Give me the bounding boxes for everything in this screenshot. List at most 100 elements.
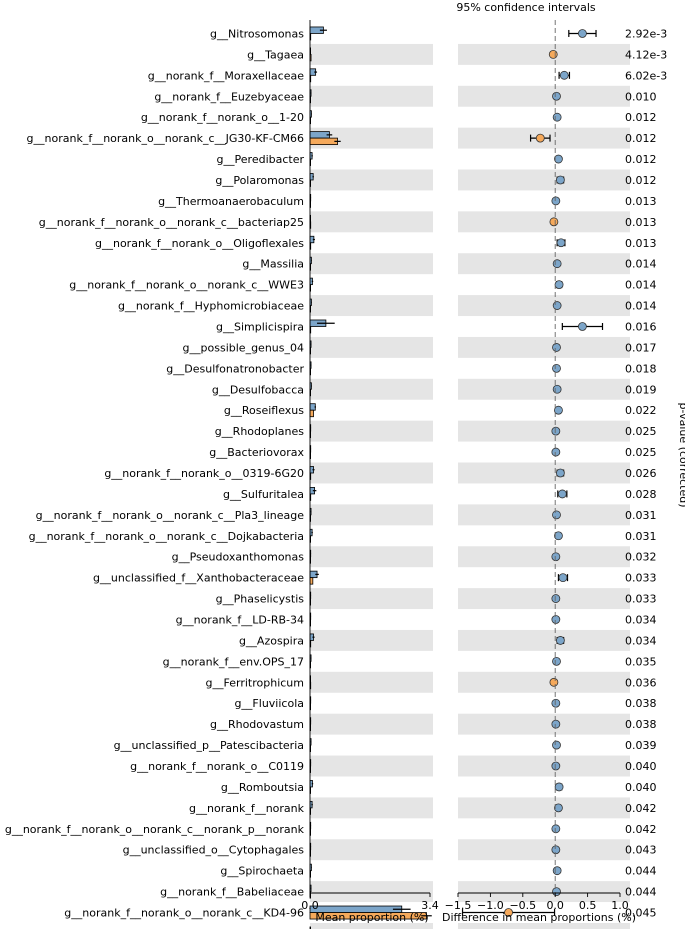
p-value-label: 0.012 (625, 174, 657, 187)
genus-label: g__norank_f__norank_o__norank_c__Dojkaba… (29, 530, 304, 543)
difference-point (557, 489, 567, 499)
row-stripe-right (458, 504, 630, 526)
difference-point (551, 719, 561, 729)
difference-point (554, 531, 563, 541)
p-value-label: 0.034 (625, 614, 657, 627)
genus-label: g__Peredibacter (217, 153, 305, 166)
genus-label: g__Tagaea (247, 48, 304, 61)
genus-labels: g__Nitrosomonas g__Tagaea g__norank_f__Mor… (5, 27, 305, 929)
row-stripe-right (458, 755, 630, 777)
genus-label: g__norank_f__norank_o__Oligoflexales (95, 237, 304, 250)
difference-point (552, 384, 562, 394)
row-stripe-left (310, 85, 433, 107)
difference-point (558, 573, 568, 583)
difference-point (552, 363, 561, 373)
row-stripe-left (310, 713, 433, 735)
difference-point (552, 740, 561, 750)
row-stripe-right (458, 43, 630, 65)
difference-point (554, 782, 564, 792)
row-stripe-left (310, 462, 433, 484)
difference-point (556, 238, 566, 248)
genus-label: g__Roseiflexus (224, 404, 304, 417)
difference-point (578, 322, 587, 331)
difference-point (554, 280, 564, 290)
genus-label: g__norank_f__norank_o__norank_c__WWE3 (69, 279, 304, 292)
right-x-tick-label: 1.0 (611, 899, 629, 912)
difference-point (535, 133, 545, 143)
p-value-label: 0.034 (625, 634, 657, 647)
difference-point (559, 70, 569, 80)
p-value-label: 0.044 (625, 865, 657, 878)
row-stripe-right (458, 462, 630, 484)
p-value-label: 2.92e-3 (625, 27, 667, 40)
genus-label: g__Desulfonatronobacter (166, 362, 304, 375)
genus-label: g__Simplicispira (216, 320, 304, 333)
difference-point (551, 447, 561, 457)
difference-point (549, 217, 559, 227)
difference-point (549, 677, 559, 687)
p-value-label: 0.040 (625, 781, 657, 794)
difference-point (552, 112, 562, 122)
genus-label: g__unclassified_o__Cytophagales (123, 844, 305, 857)
difference-point (552, 301, 562, 310)
difference-point (552, 656, 561, 666)
genus-label: g__norank_f__norank_o__1-20 (141, 111, 304, 124)
axes: 0.0 3.4 −1.5 −1.0 −0.5 0.0 0.5 1.0 (301, 20, 629, 912)
genus-label: g__norank_f__Hyphomicrobiaceae (118, 300, 304, 313)
genus-label: g__Fluviicola (234, 697, 304, 710)
row-stripe-left (310, 546, 433, 568)
difference-point (578, 29, 587, 38)
p-value-label: 4.12e-3 (625, 48, 667, 61)
p-value-label: 0.013 (625, 216, 657, 229)
row-stripe-left (310, 671, 433, 693)
genus-label: g__Ferritrophicum (206, 676, 304, 689)
genus-label: g__norank_f__norank_o__norank_c__norank_… (5, 823, 305, 836)
p-value-label: 0.026 (625, 467, 657, 480)
row-stripe-left (310, 420, 433, 442)
p-value-label: 0.043 (625, 844, 657, 857)
genus-label: g__Bacteriovorax (209, 446, 304, 459)
genus-label: g__Massilia (242, 258, 304, 271)
p-value-label: 0.042 (625, 802, 657, 815)
left-x-axis-label: Mean proportion (%) (315, 911, 428, 924)
chart-title: 95% confidence intervals (456, 1, 596, 14)
genus-label: g__norank_f__norank_o__C0119 (130, 760, 304, 773)
genus-label: g__norank_f__Euzebyaceae (154, 90, 304, 103)
p-value-label: 0.014 (625, 300, 657, 313)
right-x-tick-label: 0.0 (546, 899, 564, 912)
genus-label: g__unclassified_p__Patescibacteria (114, 739, 304, 752)
row-stripe-right (458, 839, 630, 861)
p-value-label: 0.019 (625, 383, 657, 396)
row-stripe-left (310, 755, 433, 777)
row-stripe-left (310, 504, 433, 526)
p-value-label: 0.045 (625, 907, 657, 920)
difference-point (552, 887, 561, 896)
row-stripe-right (458, 85, 630, 107)
difference-point (552, 343, 561, 352)
genus-label: g__Phaselicystis (216, 593, 305, 606)
difference-point (551, 196, 561, 206)
row-stripe-right (458, 378, 630, 400)
row-stripe-right (458, 922, 630, 929)
right-x-tick-label: −1.5 (445, 899, 472, 912)
genus-label: g__norank_f__LD-RB-34 (176, 614, 304, 627)
difference-point (552, 510, 561, 520)
p-value-label: 0.050 (625, 927, 657, 929)
genus-label: g__Spirochaeta (220, 865, 304, 878)
p-value-label: 0.018 (625, 362, 657, 375)
genus-label: g__Desulfobacca (212, 383, 304, 396)
group1-bar (309, 926, 312, 929)
row-stripe-right (458, 336, 630, 358)
difference-point (554, 803, 563, 813)
p-value-label: 0.039 (625, 739, 657, 752)
difference-point (551, 761, 561, 771)
left-x-tick-label: 0.0 (301, 899, 319, 912)
difference-point (504, 908, 513, 917)
difference-point (551, 698, 561, 708)
genus-label: g__norank_f__norank_o__0319-6G20 (104, 467, 304, 480)
row-stripe-left (310, 839, 433, 861)
p-value-label: 0.025 (625, 446, 657, 459)
right-x-tick-label: 0.5 (579, 899, 597, 912)
p-value-label: 0.014 (625, 258, 657, 271)
